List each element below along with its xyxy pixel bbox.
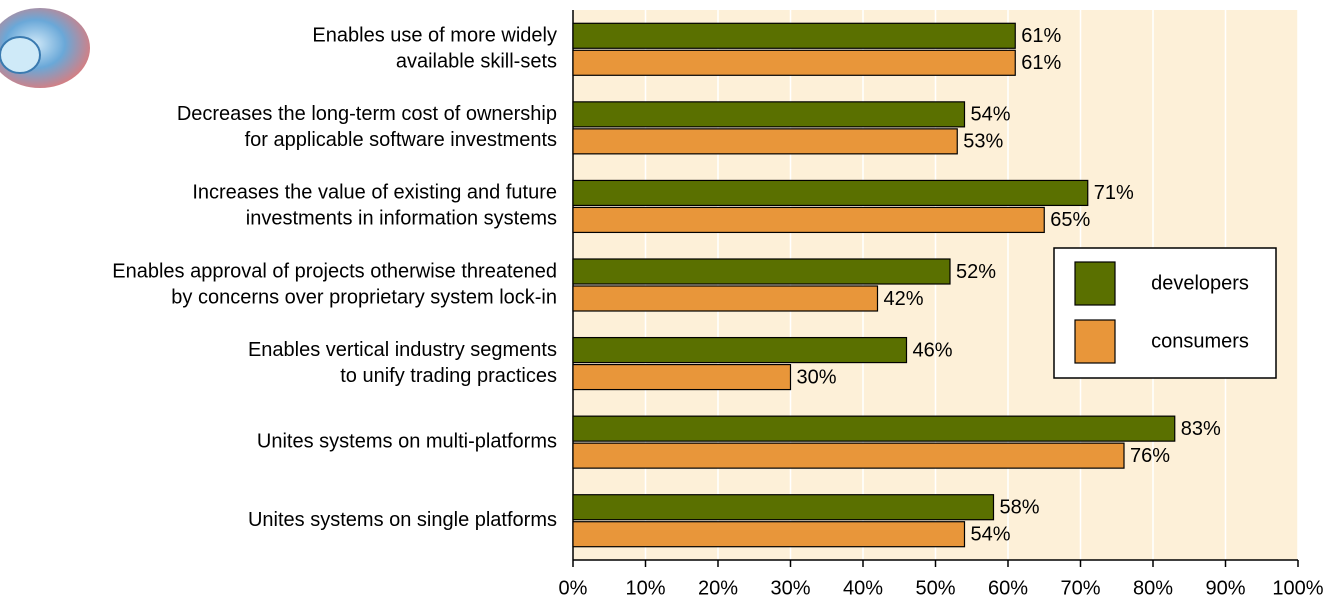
category-label: Unites systems on multi-platforms — [257, 430, 557, 452]
x-tick-label: 70% — [1060, 577, 1100, 598]
bar — [572, 179, 1089, 207]
x-tick-label: 20% — [698, 577, 738, 598]
category-label: Enables approval of projects otherwise t… — [112, 260, 557, 282]
category-label: for applicable software investments — [245, 129, 557, 151]
bar — [572, 101, 966, 128]
bar — [572, 49, 1016, 76]
value-label: 61% — [1021, 52, 1061, 74]
bar — [572, 442, 1125, 469]
logo-icon — [0, 8, 90, 88]
value-label: 30% — [797, 366, 837, 388]
category-label: Unites systems on single platforms — [248, 509, 557, 531]
category-label: available skill-sets — [396, 51, 557, 73]
category-label: investments in information systems — [246, 208, 557, 230]
bar — [572, 285, 879, 312]
x-tick-label: 100% — [1272, 577, 1323, 598]
x-tick-label: 10% — [625, 577, 665, 598]
category-label: to unify trading practices — [340, 365, 557, 387]
value-label: 71% — [1094, 182, 1134, 204]
category-label: Enables vertical industry segments — [248, 339, 557, 361]
value-label: 46% — [913, 339, 953, 361]
legend-label: developers — [1151, 272, 1249, 294]
category-label: Increases the value of existing and futu… — [192, 182, 557, 204]
x-tick-label: 50% — [915, 577, 955, 598]
value-label: 53% — [963, 131, 1003, 153]
bar — [572, 128, 958, 155]
category-label: Decreases the long-term cost of ownershi… — [177, 103, 557, 125]
value-label: 54% — [971, 523, 1011, 545]
bar — [572, 494, 995, 521]
bar — [572, 258, 951, 285]
bar — [572, 415, 1176, 442]
bar — [572, 206, 1045, 234]
category-label: Enables use of more widely — [312, 25, 557, 47]
bar — [572, 336, 908, 364]
category-label: by concerns over proprietary system lock… — [171, 286, 557, 308]
bar — [572, 22, 1016, 49]
value-label: 58% — [1000, 496, 1040, 518]
x-tick-label: 60% — [988, 577, 1028, 598]
bar — [572, 363, 792, 391]
x-tick-label: 40% — [843, 577, 883, 598]
value-label: 42% — [884, 288, 924, 310]
value-label: 61% — [1021, 25, 1061, 47]
value-label: 76% — [1130, 445, 1170, 467]
x-tick-label: 90% — [1205, 577, 1245, 598]
legend-label: consumers — [1151, 330, 1249, 352]
x-tick-label: 80% — [1133, 577, 1173, 598]
value-label: 83% — [1181, 418, 1221, 440]
value-label: 54% — [971, 104, 1011, 126]
bar — [572, 521, 966, 548]
value-label: 65% — [1050, 209, 1090, 231]
legend-swatch — [1074, 261, 1116, 306]
x-tick-label: 0% — [559, 577, 588, 598]
value-label: 52% — [956, 261, 996, 283]
legend-swatch — [1074, 319, 1116, 364]
x-tick-label: 30% — [770, 577, 810, 598]
